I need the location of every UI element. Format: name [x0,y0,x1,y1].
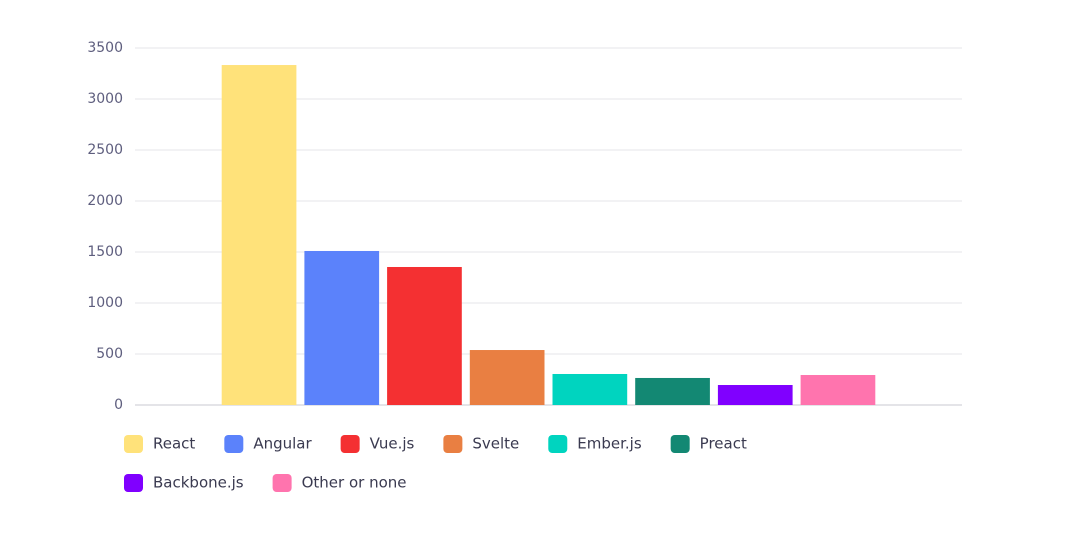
bar [221,65,297,405]
bar [469,350,545,405]
legend-item: Angular [224,435,312,453]
bar [304,250,380,405]
legend-item: React [124,435,195,453]
legend-label: Ember.js [577,435,642,453]
legend-swatch [340,435,360,453]
legend-item: Svelte [443,435,519,453]
y-tick-label: 0 [114,397,123,413]
bar [552,373,628,405]
y-tick-label: 1000 [87,295,123,311]
legend-label: Preact [700,435,747,453]
legend-label: Backbone.js [153,474,244,492]
y-tick-label: 3000 [87,91,123,107]
legend-swatch [443,435,463,453]
bar [800,375,876,405]
y-tick-label: 2000 [87,193,123,209]
y-tick-label: 3500 [87,40,123,56]
legend-item: Vue.js [340,435,415,453]
legend-swatch [124,474,143,492]
bar [635,377,710,405]
y-tick-label: 500 [96,346,123,362]
bar [717,385,793,405]
legend-swatch [224,435,244,453]
y-tick-label: 1500 [87,244,123,260]
legend-item: Ember.js [548,435,642,453]
legend-swatch [548,435,568,453]
legend-item: Other or none [272,474,407,492]
legend-label: Angular [253,435,312,453]
legend-label: React [153,435,195,453]
legend-item: Backbone.js [124,474,244,492]
legend-label: Vue.js [370,435,415,453]
bar [387,266,462,405]
legend-label: Other or none [302,474,407,492]
legend-swatch [124,435,143,453]
legend-item: Preact [670,435,747,453]
y-tick-label: 2500 [87,142,123,158]
legend-swatch [272,474,292,492]
legend-label: Svelte [472,435,519,453]
legend-swatch [670,435,690,453]
